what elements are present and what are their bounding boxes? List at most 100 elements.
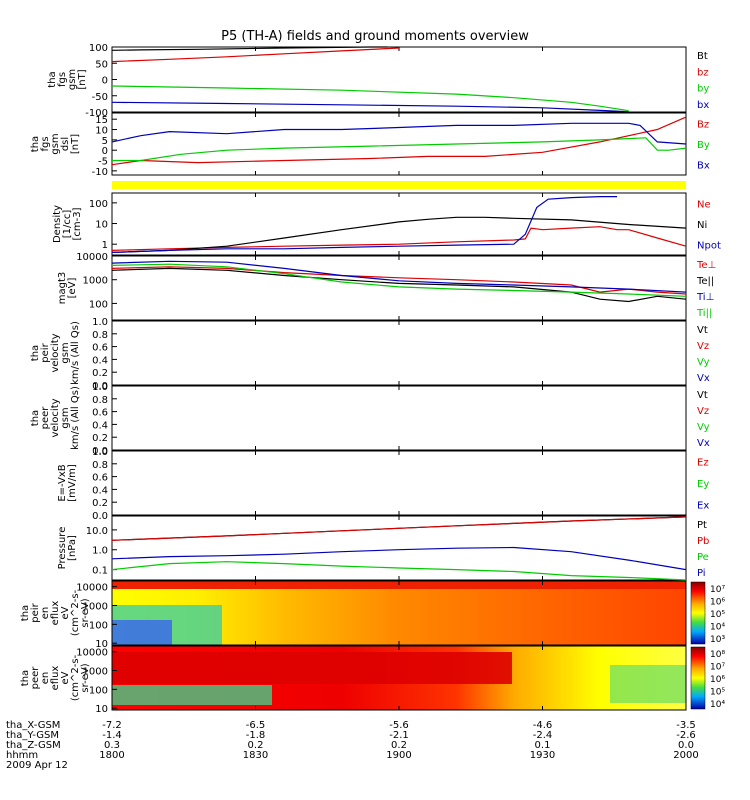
legend-entry: Ey xyxy=(697,479,709,490)
legend-entry: Ez xyxy=(697,458,709,469)
y-tick-label: 10 xyxy=(95,639,108,650)
legend-entry: by xyxy=(697,84,709,95)
y-axis-label: velocity xyxy=(50,398,61,437)
ephem-value: -6.5 xyxy=(246,720,266,731)
legend-entry: Ex xyxy=(697,500,709,511)
y-axis-label: tha xyxy=(30,345,41,361)
y-tick-label: 0.2 xyxy=(92,498,108,509)
time-tick-label: 1930 xyxy=(530,750,555,761)
y-tick-label: 10.0 xyxy=(86,526,108,537)
legend-entry: Vy xyxy=(697,357,710,368)
y-tick-label: 10000 xyxy=(76,583,108,594)
y-axis-label: [nPa] xyxy=(67,535,78,561)
series-line-By xyxy=(112,137,687,162)
panel-frame-4 xyxy=(111,320,687,386)
legend-entry: Pe xyxy=(697,552,709,563)
y-axis-label: Density xyxy=(52,205,63,243)
series-line-Ni xyxy=(111,216,687,253)
y-axis-label: gsm xyxy=(60,407,71,428)
ephem-value: 0.2 xyxy=(248,740,264,751)
y-tick-label: 10 xyxy=(95,126,108,137)
y-tick-label: 1000 xyxy=(83,667,108,678)
y-tick-label: 100 xyxy=(89,620,108,631)
series-line-Ne xyxy=(111,226,687,251)
y-axis-label: E=-VxB xyxy=(57,464,68,501)
y-axis-label: fgs xyxy=(57,72,68,87)
y-tick-label: 0.8 xyxy=(92,330,108,341)
ephem-row-label: 2009 Apr 12 xyxy=(6,760,68,771)
legend-entry: Ti⊥ xyxy=(696,292,714,303)
colorbar-label: 10⁶ xyxy=(710,598,725,608)
y-tick-label: 0.0 xyxy=(92,511,108,522)
y-axis-label: en xyxy=(40,607,51,620)
y-tick-label: 1.0 xyxy=(92,447,108,458)
spectrogram-low-band xyxy=(112,685,272,705)
colorbar-label: 10⁵ xyxy=(710,688,725,698)
y-tick-label: -10 xyxy=(92,167,108,178)
y-axis-label: km/s (All Qs) xyxy=(70,386,81,450)
y-tick-label: -50 xyxy=(92,92,108,103)
y-axis-label: en xyxy=(40,672,51,685)
ephem-value: -5.6 xyxy=(389,720,409,731)
ephem-value: -7.2 xyxy=(102,720,122,731)
ephem-row-label: tha_Z-GSM xyxy=(6,740,61,751)
legend-entry: Pi xyxy=(697,568,706,579)
series-line-by xyxy=(111,85,629,112)
y-tick-label: 0.2 xyxy=(92,433,108,444)
colorbar-label: 10⁶ xyxy=(710,675,725,685)
legend-entry: Te⊥ xyxy=(696,260,716,271)
legend-entry: Npot xyxy=(697,241,721,252)
legend-entry: Bx xyxy=(697,161,710,172)
y-axis-label: gsm xyxy=(50,133,61,154)
y-tick-label: 100 xyxy=(89,685,108,696)
y-axis-label: km/s (All Qs) xyxy=(70,321,81,385)
colorbar-label: 10⁸ xyxy=(710,650,725,660)
y-axis-label: dsl xyxy=(60,137,71,151)
legend-entry: Vx xyxy=(697,373,710,384)
y-axis-label: velocity xyxy=(50,333,61,372)
spectrogram-high-band xyxy=(112,652,512,684)
y-tick-label: 0.1 xyxy=(92,566,108,577)
time-tick-label: 1900 xyxy=(386,750,411,761)
legend-entry: Ni xyxy=(697,220,707,231)
ephem-value: -3.5 xyxy=(676,720,696,731)
ephem-value: 0.0 xyxy=(678,740,694,751)
legend-entry: Bt xyxy=(697,51,708,62)
legend-entry: Te|| xyxy=(696,276,714,287)
y-axis-label: tha xyxy=(47,71,58,87)
ephem-value: -2.4 xyxy=(533,730,553,741)
y-tick-label: 10 xyxy=(95,704,108,715)
legend-entry: Bz xyxy=(697,119,709,130)
series-line-Pb xyxy=(111,516,687,541)
y-axis-label: peir xyxy=(30,602,41,622)
colorbar-label: 10⁴ xyxy=(710,700,725,710)
y-tick-label: 0.2 xyxy=(92,368,108,379)
y-tick-label: 0.4 xyxy=(92,420,108,431)
y-tick-label: 0.6 xyxy=(92,343,108,354)
y-axis-label: [mV/m] xyxy=(67,464,78,502)
y-tick-label: -5 xyxy=(98,157,108,168)
colorbar-label: 10⁷ xyxy=(710,663,725,673)
yellow-flag-bar xyxy=(112,181,686,189)
y-tick-label: 1000 xyxy=(83,276,108,287)
y-tick-label: -100 xyxy=(85,108,108,119)
ephem-value: -1.8 xyxy=(246,730,266,741)
panel-frame-0 xyxy=(111,46,687,113)
ephem-row-label: tha_Y-GSM xyxy=(6,730,59,741)
ephem-row-label: tha_X-GSM xyxy=(6,720,60,731)
y-axis-label: eflux xyxy=(50,601,61,626)
y-axis-label: (cm^2-s- xyxy=(70,654,81,701)
y-tick-label: 1000 xyxy=(83,602,108,613)
y-axis-label: sr-eV) xyxy=(80,598,91,627)
series-line-Bx xyxy=(111,122,687,145)
y-axis-label: peer xyxy=(30,666,41,690)
y-tick-label: 10000 xyxy=(76,648,108,659)
y-axis-label: tha xyxy=(20,605,31,621)
y-axis-label: sr-eV) xyxy=(80,663,91,692)
ephem-value: -2.6 xyxy=(676,730,696,741)
y-axis-label: gsm xyxy=(60,342,71,363)
colorbar xyxy=(690,581,706,645)
legend-entry: bz xyxy=(697,67,709,78)
ephem-value: -1.4 xyxy=(102,730,122,741)
y-axis-label: tha xyxy=(30,136,41,152)
